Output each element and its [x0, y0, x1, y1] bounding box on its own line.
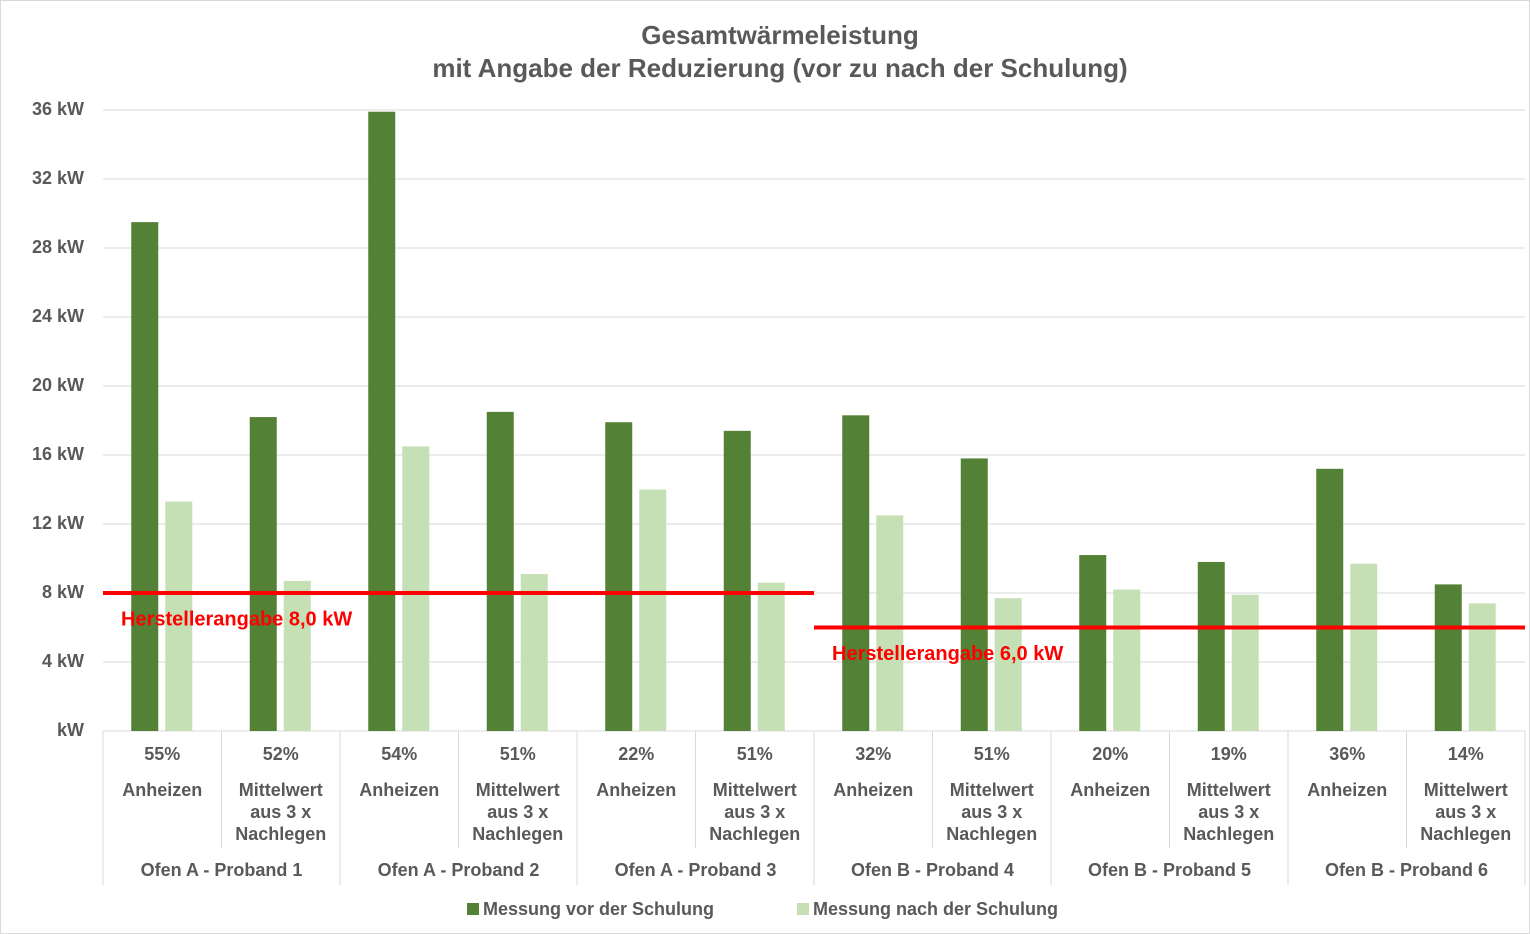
- reduction-label: 32%: [855, 744, 891, 764]
- bar: [1079, 555, 1107, 731]
- bar: [486, 411, 514, 731]
- y-tick-label: 4 kW: [42, 651, 84, 671]
- bar: [1113, 589, 1141, 731]
- bar: [842, 415, 870, 731]
- y-tick-label: 16 kW: [32, 444, 84, 464]
- legend-swatch: [797, 903, 809, 915]
- x-tick-label: Anheizen: [359, 780, 440, 800]
- bar: [1468, 603, 1496, 731]
- group-label: Ofen B - Proband 4: [851, 860, 1014, 880]
- reduction-label: 51%: [974, 744, 1010, 764]
- y-tick-label: 12 kW: [32, 513, 84, 533]
- legend-label: Messung vor der Schulung: [483, 899, 714, 919]
- bar: [639, 489, 667, 731]
- reduction-label: 22%: [618, 744, 654, 764]
- bar: [1197, 561, 1225, 731]
- bar: [520, 574, 548, 731]
- y-tick-label: 20 kW: [32, 375, 84, 395]
- y-tick-label: 36 kW: [32, 99, 84, 119]
- x-tick-label: Anheizen: [1070, 780, 1151, 800]
- bar: [605, 422, 633, 731]
- bar: [402, 446, 430, 731]
- bar: [757, 582, 785, 731]
- x-tick-label: Mittelwert aus 3 x Nachlegen: [709, 780, 801, 844]
- group-label: Ofen B - Proband 5: [1088, 860, 1251, 880]
- reference-label: Herstellerangabe 8,0 kW: [121, 608, 352, 630]
- x-tick-label: Mittelwert aus 3 x Nachlegen: [1183, 780, 1275, 844]
- reduction-label: 36%: [1329, 744, 1365, 764]
- chart-subtitle: mit Angabe der Reduzierung (vor zu nach …: [432, 53, 1127, 83]
- group-label: Ofen B - Proband 6: [1325, 860, 1488, 880]
- group-label: Ofen A - Proband 3: [615, 860, 777, 880]
- bar: [994, 598, 1022, 731]
- x-tick-label: Anheizen: [833, 780, 914, 800]
- reduction-label: 55%: [144, 744, 180, 764]
- bar: [368, 111, 396, 732]
- bar: [131, 222, 159, 731]
- bar: [723, 430, 751, 731]
- x-tick-label: Mittelwert aus 3 x Nachlegen: [1420, 780, 1512, 844]
- chart-title: Gesamtwärmeleistung: [641, 20, 918, 50]
- bar: [960, 458, 988, 731]
- group-label: Ofen A - Proband 1: [141, 860, 303, 880]
- bar: [283, 580, 311, 731]
- reduction-label: 54%: [381, 744, 417, 764]
- reduction-label: 20%: [1092, 744, 1128, 764]
- y-tick-label: 24 kW: [32, 306, 84, 326]
- bar: [1316, 468, 1344, 731]
- group-label: Ofen A - Proband 2: [378, 860, 540, 880]
- bar: [876, 515, 904, 731]
- x-tick-label: Anheizen: [122, 780, 203, 800]
- bar: [1434, 584, 1462, 731]
- y-tick-label: 8 kW: [42, 582, 84, 602]
- x-tick-label: Mittelwert aus 3 x Nachlegen: [472, 780, 564, 844]
- bar: [165, 501, 193, 731]
- bar: [249, 417, 277, 731]
- x-tick-label: Anheizen: [596, 780, 677, 800]
- legend-swatch: [467, 903, 479, 915]
- x-tick-label: Mittelwert aus 3 x Nachlegen: [946, 780, 1038, 844]
- x-tick-label: Mittelwert aus 3 x Nachlegen: [235, 780, 327, 844]
- reduction-label: 14%: [1448, 744, 1484, 764]
- x-tick-label: Anheizen: [1307, 780, 1388, 800]
- bar: [1350, 563, 1378, 731]
- y-tick-label: 32 kW: [32, 168, 84, 188]
- reduction-label: 51%: [737, 744, 773, 764]
- reduction-label: 51%: [500, 744, 536, 764]
- y-tick-label: 28 kW: [32, 237, 84, 257]
- bar: [1231, 594, 1259, 731]
- reduction-label: 19%: [1211, 744, 1247, 764]
- reduction-label: 52%: [263, 744, 299, 764]
- y-tick-label: kW: [57, 720, 84, 740]
- legend-label: Messung nach der Schulung: [813, 899, 1058, 919]
- reference-label: Herstellerangabe 6,0 kW: [832, 643, 1063, 665]
